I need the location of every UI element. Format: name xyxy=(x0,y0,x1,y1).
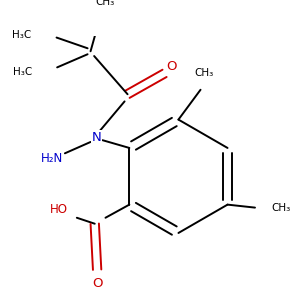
Text: O: O xyxy=(167,60,177,73)
Text: N: N xyxy=(92,131,101,144)
Text: CH₃: CH₃ xyxy=(194,68,213,78)
Text: CH₃: CH₃ xyxy=(272,202,291,213)
Text: O: O xyxy=(92,277,102,290)
Text: HO: HO xyxy=(50,203,68,217)
Text: H₃C: H₃C xyxy=(12,30,31,40)
Text: H₃C: H₃C xyxy=(14,67,33,77)
Text: CH₃: CH₃ xyxy=(95,0,115,7)
Text: H₂N: H₂N xyxy=(41,152,63,165)
